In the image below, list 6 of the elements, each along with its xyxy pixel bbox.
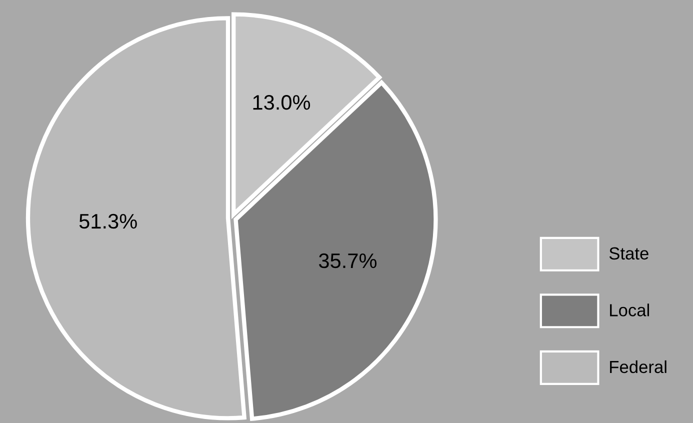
legend-label: Federal bbox=[610, 360, 666, 374]
data-label: 51.3% bbox=[79, 214, 137, 229]
legend-label: Local bbox=[610, 304, 649, 316]
data-label: 35.7% bbox=[318, 253, 377, 268]
data-label: 13.0% bbox=[253, 95, 310, 110]
legend-label: State bbox=[609, 247, 648, 260]
